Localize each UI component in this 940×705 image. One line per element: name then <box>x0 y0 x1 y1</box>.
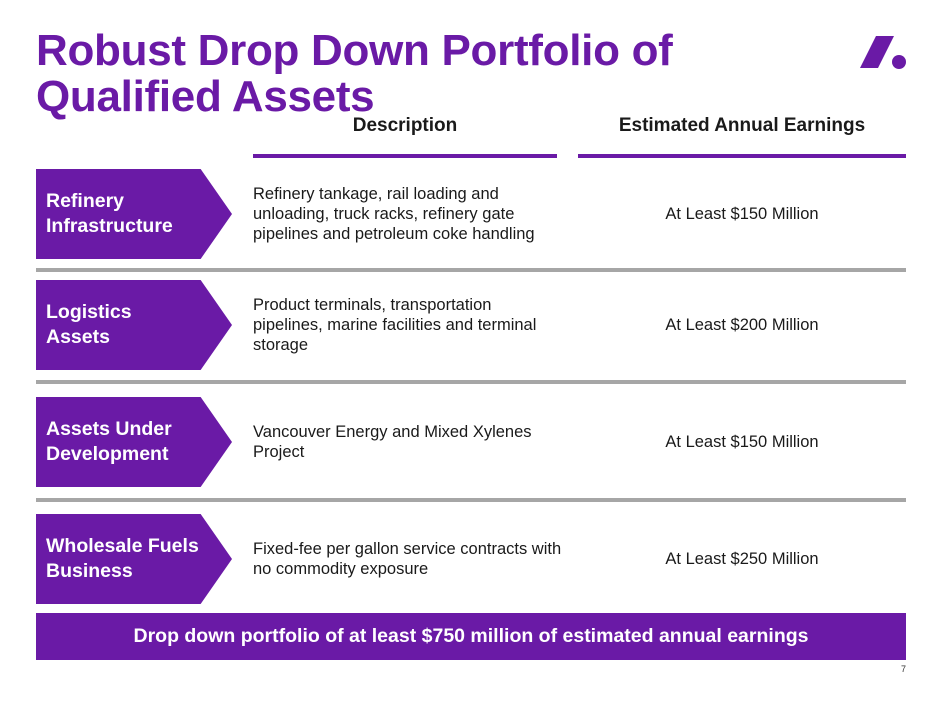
category-label-line2: Infrastructure <box>46 215 173 237</box>
company-logo-icon <box>860 36 906 69</box>
category-label-line2: Development <box>46 443 169 465</box>
column-divider-earnings <box>578 154 906 158</box>
summary-banner: Drop down portfolio of at least $750 mil… <box>36 613 906 660</box>
category-label-line2: Business <box>46 560 133 582</box>
column-divider-description <box>253 154 557 158</box>
category-label-line1: Assets Under <box>46 418 172 440</box>
row-description: Fixed-fee per gallon service contracts w… <box>253 540 562 578</box>
category-assets-under-development: Assets Under Development <box>36 397 232 487</box>
category-label-line1: Logistics <box>46 301 132 323</box>
row-divider <box>36 380 906 384</box>
category-label-line1: Wholesale Fuels <box>46 535 199 557</box>
row-earnings: At Least $200 Million <box>665 315 819 334</box>
column-header-earnings: Estimated Annual Earnings <box>618 115 866 136</box>
row-description: Vancouver Energy and Mixed Xylenes Proje… <box>253 423 532 461</box>
row-description: Refinery tankage, rail loading and unloa… <box>253 185 535 243</box>
category-label-line1: Refinery <box>46 190 125 212</box>
row-divider <box>36 268 906 272</box>
page-number: 7 <box>900 664 906 674</box>
page-title: Robust Drop Down Portfolio of Qualified … <box>36 26 673 121</box>
row-earnings: At Least $150 Million <box>665 204 819 223</box>
category-logistics-assets: Logistics Assets <box>36 280 232 370</box>
row-description: Product terminals, transportation pipeli… <box>253 296 537 354</box>
category-label-line2: Assets <box>46 326 110 348</box>
row-earnings: At Least $250 Million <box>665 549 819 568</box>
row-earnings: At Least $150 Million <box>665 432 819 451</box>
category-wholesale-fuels-business: Wholesale Fuels Business <box>36 514 232 604</box>
category-refinery-infrastructure: Refinery Infrastructure <box>36 169 232 259</box>
column-header-description: Description <box>352 115 458 136</box>
row-divider <box>36 498 906 502</box>
